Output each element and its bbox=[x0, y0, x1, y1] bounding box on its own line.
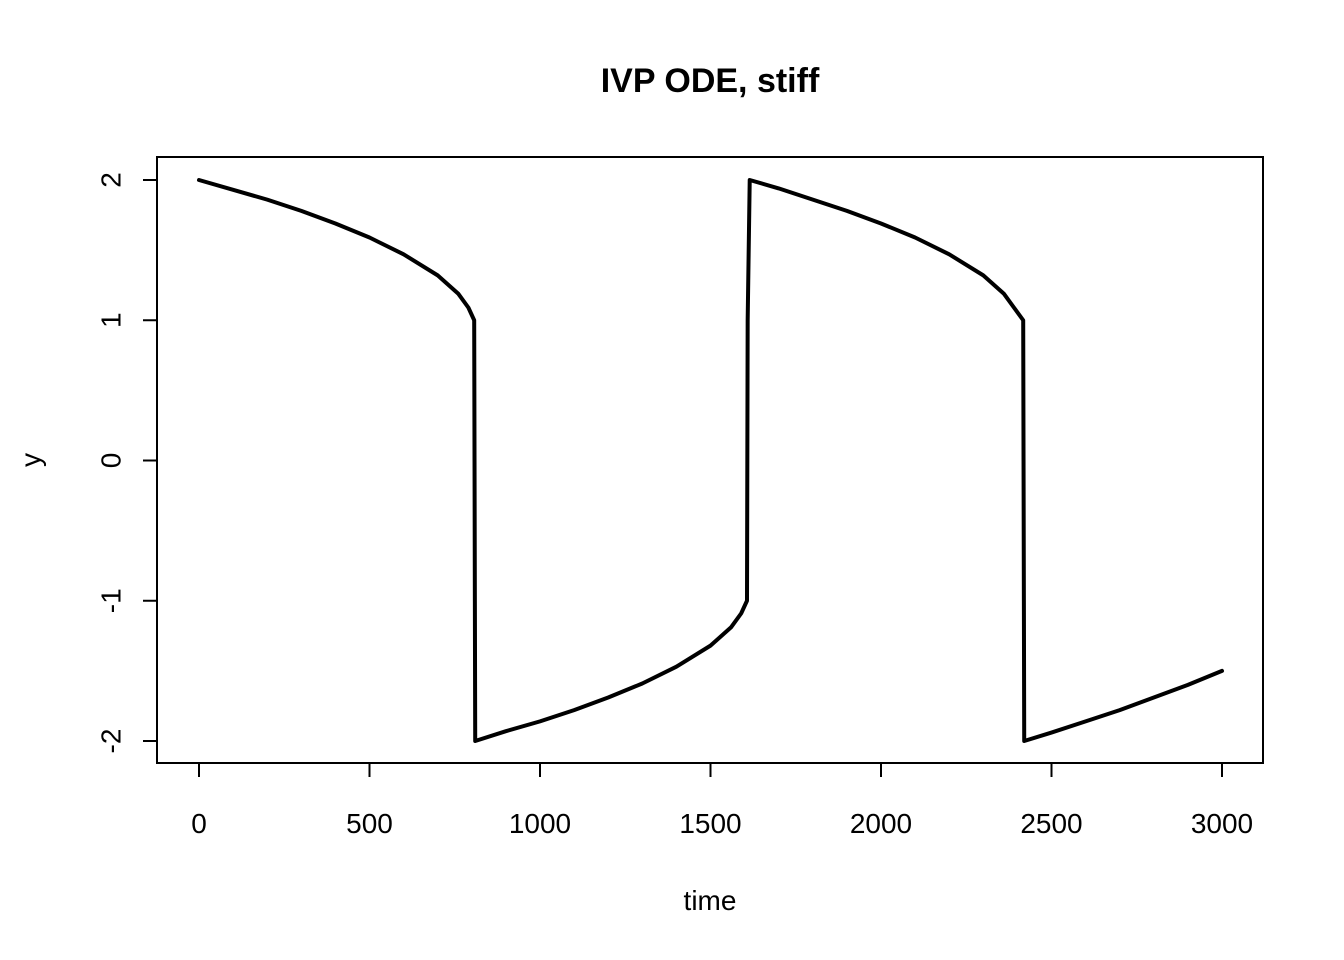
y-tick-label: 2 bbox=[96, 172, 127, 188]
x-axis: 0 500 1000 1500 2000 2500 3000 bbox=[191, 762, 1253, 839]
y-tick-label: -1 bbox=[96, 588, 127, 613]
y-axis-label: y bbox=[15, 453, 46, 467]
chart-title: IVP ODE, stiff bbox=[601, 62, 820, 100]
x-axis-label: time bbox=[684, 885, 737, 916]
series-layer bbox=[197, 178, 1224, 743]
series-line-1 bbox=[197, 178, 1224, 743]
y-tick-label: 0 bbox=[96, 453, 127, 469]
x-tick-label: 3000 bbox=[1191, 808, 1253, 839]
x-tick-label: 1000 bbox=[509, 808, 571, 839]
x-tick-label: 2000 bbox=[850, 808, 912, 839]
x-tick-label: 1500 bbox=[679, 808, 741, 839]
y-tick-label: -2 bbox=[96, 729, 127, 754]
y-axis: -2 -1 0 1 2 bbox=[96, 172, 158, 753]
y-tick-label: 1 bbox=[96, 312, 127, 328]
x-tick-label: 0 bbox=[191, 808, 207, 839]
x-tick-label: 500 bbox=[346, 808, 393, 839]
x-tick-label: 2500 bbox=[1020, 808, 1082, 839]
